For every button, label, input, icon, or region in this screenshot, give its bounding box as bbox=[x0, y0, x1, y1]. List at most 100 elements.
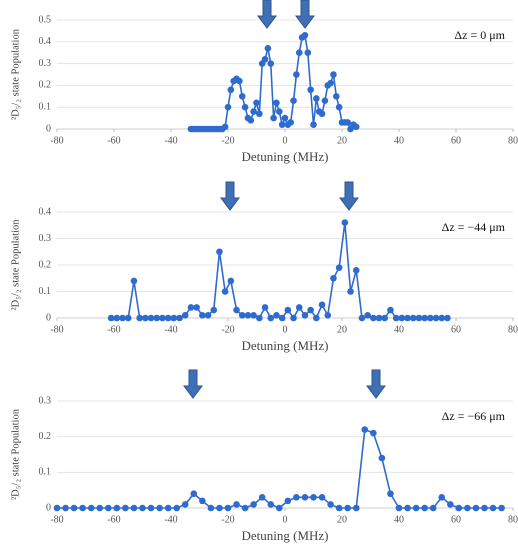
data-point bbox=[221, 288, 229, 295]
data-point bbox=[375, 314, 383, 322]
x-tick-label: -80 bbox=[50, 135, 63, 146]
data-point bbox=[253, 99, 260, 107]
data-line bbox=[57, 428, 502, 509]
x-tick-label: 80 bbox=[508, 514, 518, 525]
data-point bbox=[190, 490, 198, 498]
data-point bbox=[318, 494, 326, 501]
data-point bbox=[79, 504, 86, 512]
data-point bbox=[250, 108, 257, 115]
data-point bbox=[256, 314, 263, 322]
x-tick-label: 40 bbox=[394, 514, 404, 525]
data-point bbox=[489, 504, 497, 512]
data-point bbox=[176, 314, 183, 322]
data-point bbox=[270, 114, 277, 122]
x-tick-label: 20 bbox=[337, 135, 347, 146]
x-tick-label: 60 bbox=[451, 135, 461, 146]
data-point bbox=[216, 504, 223, 512]
x-tick-label: 0 bbox=[283, 135, 288, 146]
x-axis-title: Detuning (MHz) bbox=[241, 149, 328, 164]
data-point bbox=[304, 49, 312, 56]
panel: 0 0.1 0.2 0.3 0.4 -80 -60 -40 -20 0 20 40 60 80 Detuni… bbox=[10, 206, 518, 353]
data-point bbox=[236, 77, 243, 85]
data-point bbox=[238, 93, 246, 100]
data-point bbox=[267, 60, 275, 67]
data-point bbox=[107, 314, 115, 322]
data-point bbox=[432, 314, 440, 322]
x-tick-label: 0 bbox=[283, 324, 288, 335]
x-tick-label: -60 bbox=[107, 324, 120, 335]
data-point bbox=[207, 504, 215, 512]
data-point bbox=[122, 504, 129, 512]
arrow bbox=[220, 181, 240, 211]
data-point bbox=[481, 504, 488, 512]
y-tick-label: 0.4 bbox=[39, 206, 52, 217]
data-point bbox=[370, 429, 377, 437]
y-tick-label: 0.2 bbox=[39, 80, 52, 91]
data-point bbox=[276, 504, 283, 512]
data-point bbox=[181, 312, 189, 319]
x-tick-label: 80 bbox=[508, 324, 518, 335]
data-point bbox=[105, 504, 112, 512]
y-tick-label: 0 bbox=[46, 502, 51, 513]
data-point bbox=[159, 314, 166, 322]
data-point bbox=[361, 426, 369, 433]
y-tick-label: 0.3 bbox=[39, 58, 52, 69]
data-point bbox=[164, 314, 172, 322]
data-point bbox=[398, 314, 406, 322]
data-point bbox=[53, 504, 61, 512]
data-point bbox=[278, 121, 286, 128]
data-point bbox=[284, 497, 292, 505]
data-point bbox=[241, 504, 249, 512]
data-point bbox=[281, 114, 289, 122]
data-point bbox=[321, 97, 329, 104]
data-point bbox=[224, 103, 232, 111]
data-point bbox=[464, 504, 471, 512]
data-point bbox=[318, 110, 326, 118]
data-point bbox=[295, 304, 303, 311]
x-tick-label: 60 bbox=[451, 324, 461, 335]
data-point bbox=[352, 267, 360, 274]
data-point bbox=[124, 314, 132, 322]
data-point bbox=[96, 504, 104, 512]
x-tick-label: 80 bbox=[508, 135, 518, 146]
data-point bbox=[216, 248, 223, 256]
arrow bbox=[257, 0, 277, 29]
data-point bbox=[250, 312, 257, 319]
data-point bbox=[404, 314, 411, 322]
data-point bbox=[221, 123, 229, 131]
data-point bbox=[472, 504, 480, 512]
annotation: Δz = −44 μm bbox=[442, 220, 506, 234]
data-point bbox=[421, 504, 428, 512]
data-point bbox=[256, 110, 263, 118]
y-axis-title: ²D₅/₂ state Population bbox=[10, 219, 21, 311]
data-point bbox=[139, 504, 146, 512]
data-point bbox=[241, 103, 249, 111]
data-point bbox=[330, 71, 337, 78]
data-point bbox=[335, 103, 343, 111]
data-point bbox=[344, 504, 352, 512]
data-point bbox=[284, 306, 292, 314]
data-point bbox=[267, 314, 275, 322]
data-point bbox=[447, 501, 454, 508]
data-point bbox=[327, 501, 334, 508]
x-axis-title: Detuning (MHz) bbox=[241, 528, 328, 543]
data-point bbox=[210, 306, 218, 314]
data-point bbox=[261, 55, 269, 63]
data-point bbox=[455, 504, 463, 512]
data-point bbox=[170, 314, 178, 322]
panel: 0 0.1 0.2 0.3 -80 -60 -40 -20 0 20 40 60 80 Detuning … bbox=[10, 395, 518, 543]
data-point bbox=[404, 504, 411, 512]
data-point bbox=[290, 97, 297, 104]
data-point bbox=[427, 314, 434, 322]
data-point bbox=[233, 306, 240, 314]
x-tick-label: -20 bbox=[221, 135, 234, 146]
data-point bbox=[173, 504, 180, 512]
data-point bbox=[381, 314, 389, 322]
data-point bbox=[333, 93, 340, 100]
x-tick-label: -80 bbox=[50, 514, 63, 525]
arrow bbox=[366, 369, 386, 399]
data-point bbox=[307, 86, 314, 94]
data-point bbox=[344, 119, 352, 126]
x-tick-label: -20 bbox=[221, 324, 234, 335]
data-point bbox=[130, 277, 138, 285]
